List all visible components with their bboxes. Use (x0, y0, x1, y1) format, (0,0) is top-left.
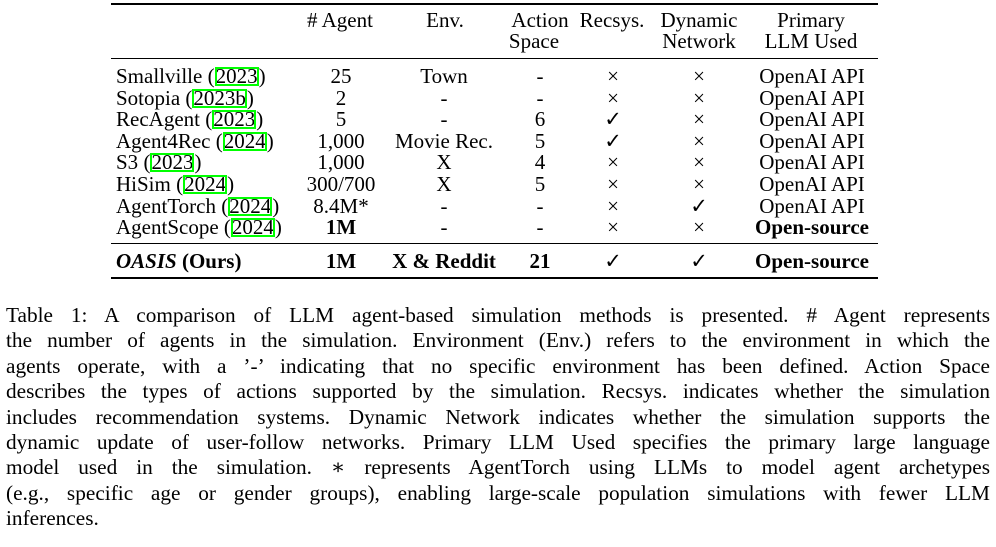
citation-link[interactable]: 2023b (192, 85, 247, 110)
citation-link[interactable]: 2023 (150, 150, 195, 175)
cell-method: RecAgent (2023) (116, 107, 264, 132)
cell-env: - (440, 107, 448, 132)
cell-llm: OpenAI API (759, 150, 865, 175)
cell-recsys: ✓ (604, 128, 622, 153)
cell-agent: 1M (325, 249, 357, 273)
cell-llm: OpenAI API (759, 193, 865, 218)
cell-dynamic: ✓ (690, 249, 708, 273)
cell-llm: OpenAI API (759, 85, 865, 110)
cell-action: 21 (529, 249, 551, 273)
cell-llm: Open-source (755, 215, 869, 240)
citation-link[interactable]: 2024 (230, 215, 275, 240)
cell-action: 4 (534, 150, 546, 175)
citation-link[interactable]: 2024 (228, 193, 273, 218)
cell-action: - (536, 215, 544, 240)
cell-dynamic: × (693, 64, 705, 88)
citation-link[interactable]: 2024 (222, 128, 267, 153)
cell-agent: 5 (335, 107, 347, 132)
table-top-rule (111, 3, 878, 5)
cell-action: 6 (534, 107, 546, 132)
caption-line: inferences. (6, 506, 99, 531)
cell-recsys: × (607, 215, 619, 240)
cell-method: AgentScope (2024) (116, 215, 282, 240)
header-recsys: Recsys. (579, 8, 645, 32)
caption-line: agents operate, with a ’-’ indicating th… (6, 353, 990, 378)
cell-dynamic: × (693, 85, 705, 110)
cell-env: Town (420, 64, 468, 88)
caption-line: Table 1: A comparison of LLM agent-based… (6, 303, 990, 327)
cell-llm: OpenAI API (759, 107, 865, 132)
header-primary-llm: Primary LLM Used (764, 8, 858, 53)
cell-method: HiSim (2024) (116, 172, 235, 196)
cell-method: OASIS (Ours) (116, 249, 242, 273)
citation-link[interactable]: 2023 (212, 107, 257, 132)
caption-line: the number of agents in the simulation. … (6, 328, 990, 353)
cell-llm: Open-source (755, 249, 869, 273)
cell-agent: 2 (335, 85, 347, 110)
cell-action: - (536, 193, 544, 218)
cell-action: - (536, 85, 544, 110)
cell-method: S3 (2023) (116, 150, 202, 175)
header-env: Env. (426, 8, 464, 32)
caption-line: model used in the simulation. ∗ represen… (6, 455, 990, 480)
cell-env: - (440, 193, 448, 218)
cell-recsys: × (607, 64, 619, 88)
cell-action: - (536, 64, 544, 88)
cell-llm: OpenAI API (759, 172, 865, 196)
cell-dynamic: ✓ (690, 193, 708, 218)
table-caption: Table 1: A comparison of LLM agent-based… (6, 303, 990, 532)
cell-recsys: × (607, 193, 619, 218)
cell-dynamic: × (693, 128, 705, 153)
table-bottom-rule (111, 277, 878, 279)
header-agent: # Agent (307, 8, 373, 32)
cell-action: 5 (534, 172, 546, 196)
cell-agent: 1M (325, 215, 357, 240)
cell-recsys: × (607, 85, 619, 110)
cell-recsys: ✓ (604, 107, 622, 132)
cell-recsys: × (607, 150, 619, 175)
cell-agent: 1,000 (317, 128, 365, 153)
citation-link[interactable]: 2023 (214, 64, 259, 88)
cell-method: Agent4Rec (2024) (116, 128, 274, 153)
cell-env: X & Reddit (392, 249, 496, 273)
cell-dynamic: × (693, 215, 705, 240)
cell-env: - (440, 85, 448, 110)
cell-llm: OpenAI API (759, 64, 865, 88)
table-ours-rule (111, 243, 878, 244)
caption-line: describes the types of actions supported… (6, 379, 990, 404)
cell-agent: 1,000 (317, 150, 365, 175)
cell-env: X (436, 172, 452, 196)
cell-agent: 8.4M* (313, 193, 369, 218)
cell-recsys: × (607, 172, 619, 196)
cell-dynamic: × (693, 107, 705, 132)
cell-llm: OpenAI API (759, 128, 865, 153)
citation-link[interactable]: 2024 (183, 172, 228, 196)
cell-agent: 25 (330, 64, 352, 88)
cell-env: - (440, 215, 448, 240)
cell-method: AgentTorch (2024) (116, 193, 280, 218)
cell-action: 5 (534, 128, 546, 153)
caption-line: dynamic update of user-follow networks. … (6, 429, 990, 454)
cell-recsys: ✓ (604, 249, 622, 273)
cell-method: Sotopia (2023b) (116, 85, 254, 110)
cell-dynamic: × (693, 150, 705, 175)
cell-method: Smallville (2023) (116, 64, 266, 88)
header-action-space: Action Space (508, 8, 569, 53)
table-header-rule (111, 58, 878, 59)
caption-line: (e.g., specific age or gender groups), e… (6, 480, 990, 505)
cell-env: X (436, 150, 452, 175)
cell-dynamic: × (693, 172, 705, 196)
header-dynamic-network: Dynamic Network (660, 8, 738, 53)
caption-line: includes recommendation systems. Dynamic… (6, 404, 990, 429)
cell-env: Movie Rec. (395, 128, 493, 153)
cell-agent: 300/700 (306, 172, 376, 196)
